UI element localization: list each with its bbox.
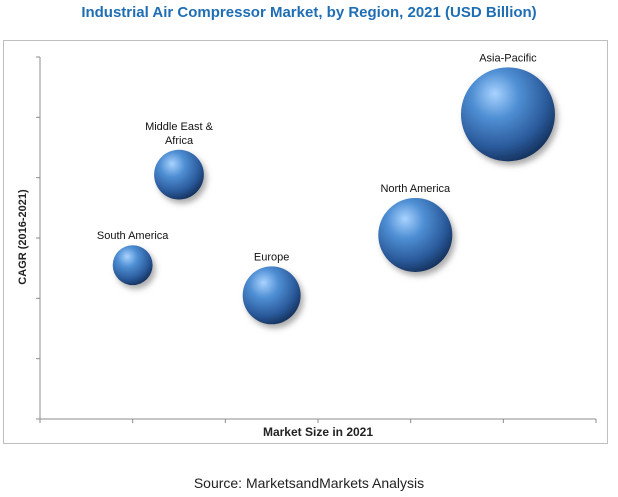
bubbles [112, 67, 555, 325]
bubble-label-middle-east-africa: Middle East & Africa [145, 121, 214, 147]
bubble-label-north-america: North America [380, 183, 451, 195]
bubble-label-europe: Europe [254, 251, 289, 263]
y-axis-label: CAGR (2016-2021) [17, 189, 29, 285]
bubble-north-america [378, 197, 453, 272]
bubble-asia-pacific [460, 67, 555, 162]
bubble-labels: Asia-Pacific Middle East & Africa North Ame… [97, 52, 537, 263]
bubble-south-america [112, 245, 153, 286]
source-note: Source: MarketsandMarkets Analysis [193, 475, 425, 491]
bubble-label-asia-pacific: Asia-Pacific [479, 52, 537, 64]
chart-title: Industrial Air Compressor Market, by Reg… [81, 4, 537, 21]
chart-frame [3, 40, 608, 444]
axes [36, 56, 597, 423]
bubble-europe [242, 266, 301, 325]
x-axis-label: Market Size in 2021 [263, 425, 373, 439]
bubble-label-south-america: South America [97, 230, 169, 242]
bubble-middle-east-africa [154, 149, 204, 200]
